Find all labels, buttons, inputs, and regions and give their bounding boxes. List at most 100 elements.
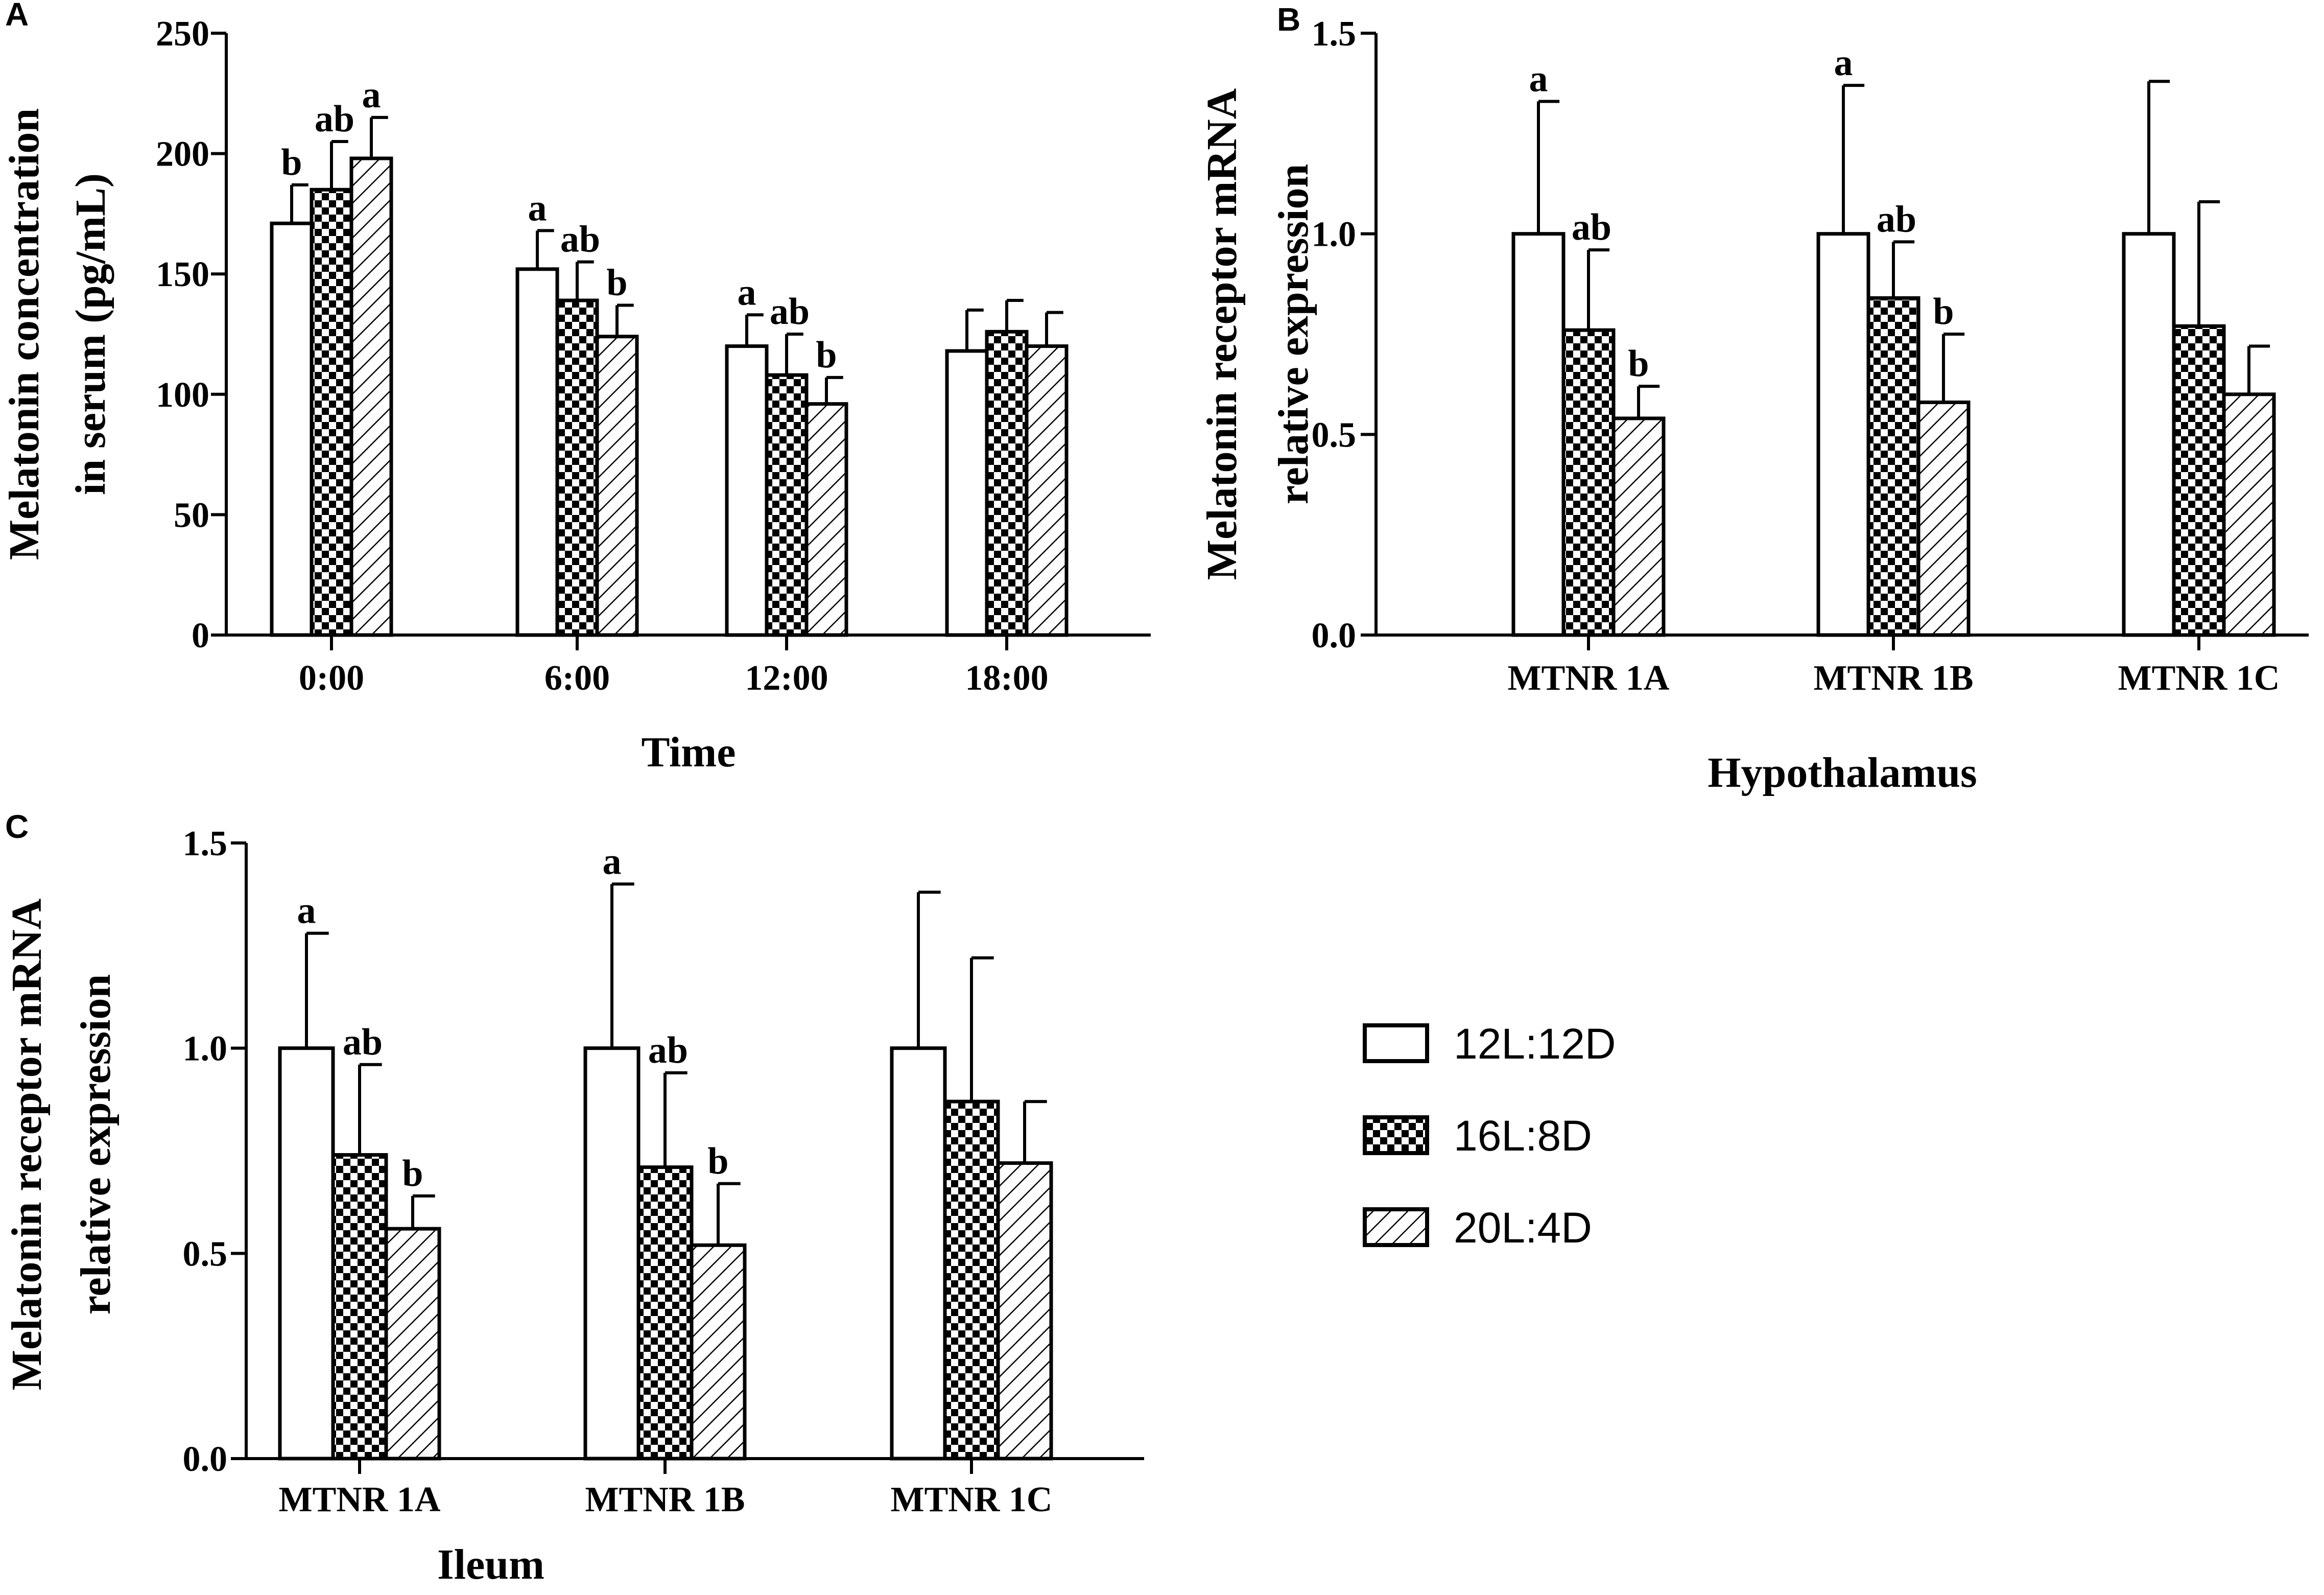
- significance-label: a: [1834, 42, 1853, 84]
- significance-label: b: [1933, 291, 1954, 333]
- y-tick-label: 1.5: [183, 824, 228, 863]
- significance-label: a: [603, 840, 622, 882]
- significance-label: ab: [343, 1021, 383, 1063]
- bar: [690, 1243, 747, 1461]
- y-tick-label: 1.0: [183, 1029, 228, 1069]
- significance-label: ab: [648, 1029, 688, 1071]
- x-tick-label: 18:00: [965, 659, 1048, 698]
- x-axis-label: Ileum: [437, 1541, 544, 1588]
- bar: [1866, 296, 1920, 637]
- significance-label: ab: [770, 291, 810, 333]
- y-axis-label: relative expression: [1270, 164, 1317, 504]
- bar: [943, 1099, 1000, 1461]
- legend-swatch: [1363, 1115, 1429, 1155]
- panel-letter: A: [5, 0, 29, 33]
- y-axis-label: Melatonin concentration: [1, 108, 48, 560]
- x-tick-label: MTNR 1B: [585, 1480, 745, 1519]
- x-tick-label: MTNR 1C: [891, 1480, 1053, 1519]
- y-tick-label: 1.0: [1312, 215, 1357, 254]
- chart-panel-a: A 0 50 100 150 200 250 Melatonin concentration i…: [1, 0, 1151, 776]
- y-axis-label: Melatonin receptor mRNA: [3, 898, 51, 1390]
- bar: [515, 267, 559, 637]
- y-tick-label: 250: [156, 14, 209, 54]
- significance-label: b: [606, 262, 627, 303]
- bar: [945, 349, 989, 637]
- bar: [985, 330, 1029, 637]
- bar: [2122, 232, 2176, 637]
- bar: [765, 373, 809, 637]
- bar: [2222, 392, 2276, 637]
- bar: [890, 1046, 947, 1461]
- bar: [555, 298, 599, 637]
- y-tick-label: 200: [156, 135, 209, 174]
- significance-label: b: [816, 334, 837, 376]
- y-tick-label: 150: [156, 255, 209, 294]
- y-tick-label: 0: [192, 616, 209, 655]
- significance-label: b: [402, 1153, 423, 1194]
- bar: [595, 335, 639, 637]
- legend-swatch: [1363, 1207, 1429, 1247]
- legend: 12L:12D 16L:8D 20L:4D: [1363, 1020, 1616, 1252]
- legend-item: 16L:8D: [1363, 1112, 1592, 1160]
- chart-panel-b: B 0.0 0.5 1.0 1.5 Melatonin receptor mRNA rela…: [1198, 1, 2309, 796]
- chart-panel-c: C 0.0 0.5 1.0 1.5 Melatonin receptor mRNA rela…: [3, 808, 1144, 1588]
- legend-swatch: [1363, 1023, 1429, 1063]
- bar: [310, 187, 353, 637]
- bar: [384, 1227, 441, 1461]
- y-tick-label: 100: [156, 376, 209, 415]
- legend-label: 12L:12D: [1454, 1020, 1616, 1068]
- y-axis-label: in serum (pg/mL): [67, 173, 114, 495]
- significance-label: ab: [1877, 198, 1916, 240]
- bar: [1611, 416, 1666, 637]
- legend-item: 20L:4D: [1363, 1204, 1592, 1252]
- bar: [996, 1161, 1053, 1461]
- significance-label: a: [1529, 58, 1548, 100]
- x-axis-label: Hypothalamus: [1708, 749, 1977, 796]
- x-tick-label: MTNR 1A: [1508, 659, 1670, 698]
- bar: [331, 1153, 388, 1461]
- bar: [1916, 401, 1971, 637]
- significance-label: ab: [315, 98, 354, 140]
- significance-label: a: [738, 271, 756, 313]
- bar: [1025, 344, 1069, 637]
- x-tick-label: 0:00: [299, 659, 364, 698]
- x-tick-label: 6:00: [544, 659, 610, 698]
- bar: [583, 1046, 641, 1461]
- x-tick-label: 12:00: [745, 659, 828, 698]
- x-tick-label: MTNR 1B: [1813, 659, 1973, 698]
- y-tick-label: 0.0: [1312, 616, 1357, 655]
- legend-item: 12L:12D: [1363, 1020, 1616, 1068]
- y-tick-label: 0.5: [183, 1234, 228, 1274]
- x-tick-label: MTNR 1C: [2118, 659, 2280, 698]
- significance-label: ab: [560, 219, 600, 261]
- bar: [1561, 328, 1616, 637]
- significance-label: a: [297, 890, 316, 932]
- significance-label: a: [362, 74, 381, 116]
- x-axis-label: Time: [641, 729, 736, 776]
- significance-label: ab: [1572, 206, 1611, 248]
- bar: [2172, 324, 2226, 637]
- bar: [1816, 232, 1870, 637]
- panel-letter: B: [1277, 1, 1300, 38]
- bar: [278, 1046, 335, 1461]
- y-axis-label: relative expression: [72, 974, 120, 1315]
- legend-label: 20L:4D: [1454, 1204, 1592, 1252]
- bar: [804, 402, 848, 637]
- y-tick-label: 50: [174, 496, 209, 535]
- panel-letter: C: [5, 808, 29, 845]
- bar: [349, 156, 393, 637]
- y-tick-label: 0.0: [183, 1440, 228, 1479]
- x-tick-label: MTNR 1A: [279, 1480, 441, 1519]
- bar: [1511, 232, 1566, 637]
- legend-label: 16L:8D: [1454, 1112, 1592, 1160]
- bar: [725, 344, 769, 637]
- significance-label: a: [528, 187, 547, 229]
- y-tick-label: 1.5: [1312, 14, 1357, 54]
- significance-label: b: [281, 142, 302, 183]
- y-tick-label: 0.5: [1312, 415, 1357, 455]
- bar: [270, 221, 314, 637]
- y-axis-label: Melatonin receptor mRNA: [1198, 88, 1246, 580]
- bar: [636, 1165, 694, 1461]
- significance-label: b: [1628, 343, 1649, 385]
